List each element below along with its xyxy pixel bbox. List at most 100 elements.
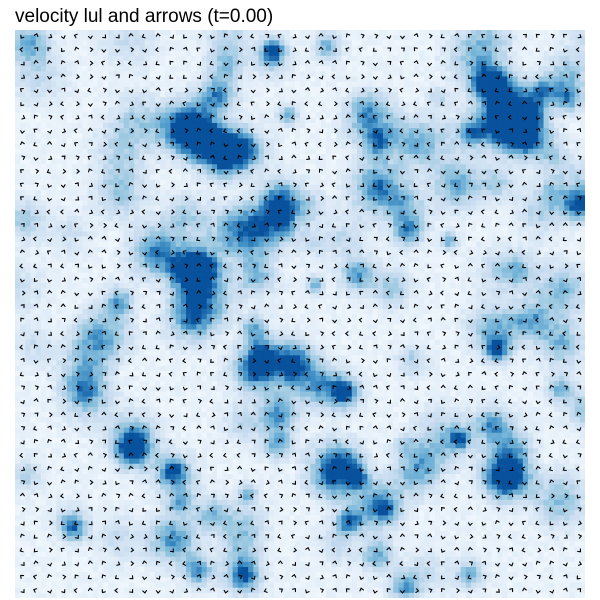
- heatmap-cell: [108, 71, 114, 77]
- heatmap-cell: [82, 190, 88, 196]
- heatmap-cell: [62, 133, 68, 139]
- heatmap-cell: [316, 242, 322, 248]
- heatmap-cell: [362, 118, 368, 124]
- heatmap-cell: [67, 206, 73, 212]
- heatmap-cell: [310, 159, 316, 165]
- heatmap-cell: [124, 40, 130, 46]
- heatmap-cell: [248, 138, 254, 144]
- heatmap-cell: [196, 56, 202, 62]
- heatmap-cell: [264, 257, 270, 263]
- heatmap-cell: [450, 242, 456, 248]
- heatmap-cell: [362, 107, 368, 113]
- heatmap-cell: [212, 200, 218, 206]
- heatmap-cell: [554, 51, 560, 57]
- heatmap-cell: [357, 190, 363, 196]
- heatmap-cell: [378, 123, 384, 129]
- heatmap-cell: [310, 76, 316, 82]
- heatmap-cell: [113, 175, 119, 181]
- heatmap-cell: [398, 257, 404, 263]
- heatmap-cell: [440, 92, 446, 98]
- heatmap-cell: [196, 123, 202, 129]
- heatmap-cell: [269, 118, 275, 124]
- heatmap-cell: [569, 180, 575, 186]
- heatmap-cell: [259, 128, 265, 134]
- heatmap-cell: [450, 97, 456, 103]
- heatmap-cell: [259, 35, 265, 41]
- heatmap-cell: [176, 113, 182, 119]
- heatmap-cell: [564, 40, 570, 46]
- heatmap-cell: [471, 138, 477, 144]
- heatmap-cell: [310, 252, 316, 258]
- heatmap-cell: [212, 56, 218, 62]
- heatmap-cell: [155, 190, 161, 196]
- heatmap-cell: [316, 149, 322, 155]
- heatmap-cell: [373, 200, 379, 206]
- heatmap-cell: [430, 51, 436, 57]
- heatmap-cell: [20, 76, 26, 82]
- heatmap-cell: [62, 40, 68, 46]
- heatmap-cell: [124, 206, 130, 212]
- heatmap-cell: [264, 66, 270, 72]
- heatmap-cell: [238, 257, 244, 263]
- heatmap-cell: [326, 107, 332, 113]
- heatmap-cell: [336, 133, 342, 139]
- heatmap-cell: [528, 169, 534, 175]
- heatmap-cell: [409, 97, 415, 103]
- heatmap-cell: [108, 175, 114, 181]
- heatmap-cell: [569, 118, 575, 124]
- heatmap-cell: [544, 82, 550, 88]
- heatmap-cell: [362, 164, 368, 170]
- heatmap-cell: [528, 242, 534, 248]
- heatmap-cell: [98, 66, 104, 72]
- heatmap-cell: [476, 242, 482, 248]
- heatmap-cell: [544, 45, 550, 51]
- heatmap-cell: [502, 247, 508, 253]
- heatmap-cell: [404, 231, 410, 237]
- heatmap-cell: [502, 216, 508, 222]
- heatmap-cell: [373, 216, 379, 222]
- heatmap-cell: [119, 257, 125, 263]
- heatmap-cell: [284, 237, 290, 243]
- heatmap-cell: [20, 66, 26, 72]
- heatmap-cell: [445, 231, 451, 237]
- heatmap-cell: [93, 159, 99, 165]
- heatmap-cell: [31, 169, 37, 175]
- heatmap-cell: [207, 247, 213, 253]
- heatmap-cell: [82, 138, 88, 144]
- heatmap-cell: [466, 92, 472, 98]
- heatmap-cell: [466, 133, 472, 139]
- heatmap-cell: [310, 180, 316, 186]
- heatmap-cell: [466, 206, 472, 212]
- heatmap-cell: [518, 237, 524, 243]
- heatmap-cell: [466, 247, 472, 253]
- heatmap-cell: [82, 237, 88, 243]
- heatmap-cell: [512, 206, 518, 212]
- heatmap-cell: [186, 247, 192, 253]
- heatmap-cell: [98, 30, 104, 36]
- heatmap-cell: [352, 87, 358, 93]
- heatmap-cell: [409, 226, 415, 232]
- heatmap-cell: [430, 118, 436, 124]
- heatmap-cell: [430, 164, 436, 170]
- heatmap-cell: [46, 144, 52, 150]
- heatmap-cell: [284, 66, 290, 72]
- heatmap-cell: [227, 206, 233, 212]
- heatmap-cell: [31, 180, 37, 186]
- heatmap-cell: [103, 123, 109, 129]
- heatmap-cell: [25, 30, 31, 36]
- heatmap-cell: [476, 87, 482, 93]
- heatmap-cell: [15, 195, 21, 201]
- heatmap-cell: [549, 76, 555, 82]
- heatmap-cell: [409, 133, 415, 139]
- heatmap-cell: [274, 237, 280, 243]
- heatmap-cell: [41, 226, 47, 232]
- heatmap-cell: [316, 175, 322, 181]
- heatmap-cell: [466, 40, 472, 46]
- heatmap-cell: [145, 216, 151, 222]
- heatmap-cell: [202, 56, 208, 62]
- heatmap-cell: [15, 149, 21, 155]
- heatmap-cell: [217, 206, 223, 212]
- heatmap-cell: [512, 195, 518, 201]
- heatmap-cell: [378, 242, 384, 248]
- heatmap-cell: [497, 242, 503, 248]
